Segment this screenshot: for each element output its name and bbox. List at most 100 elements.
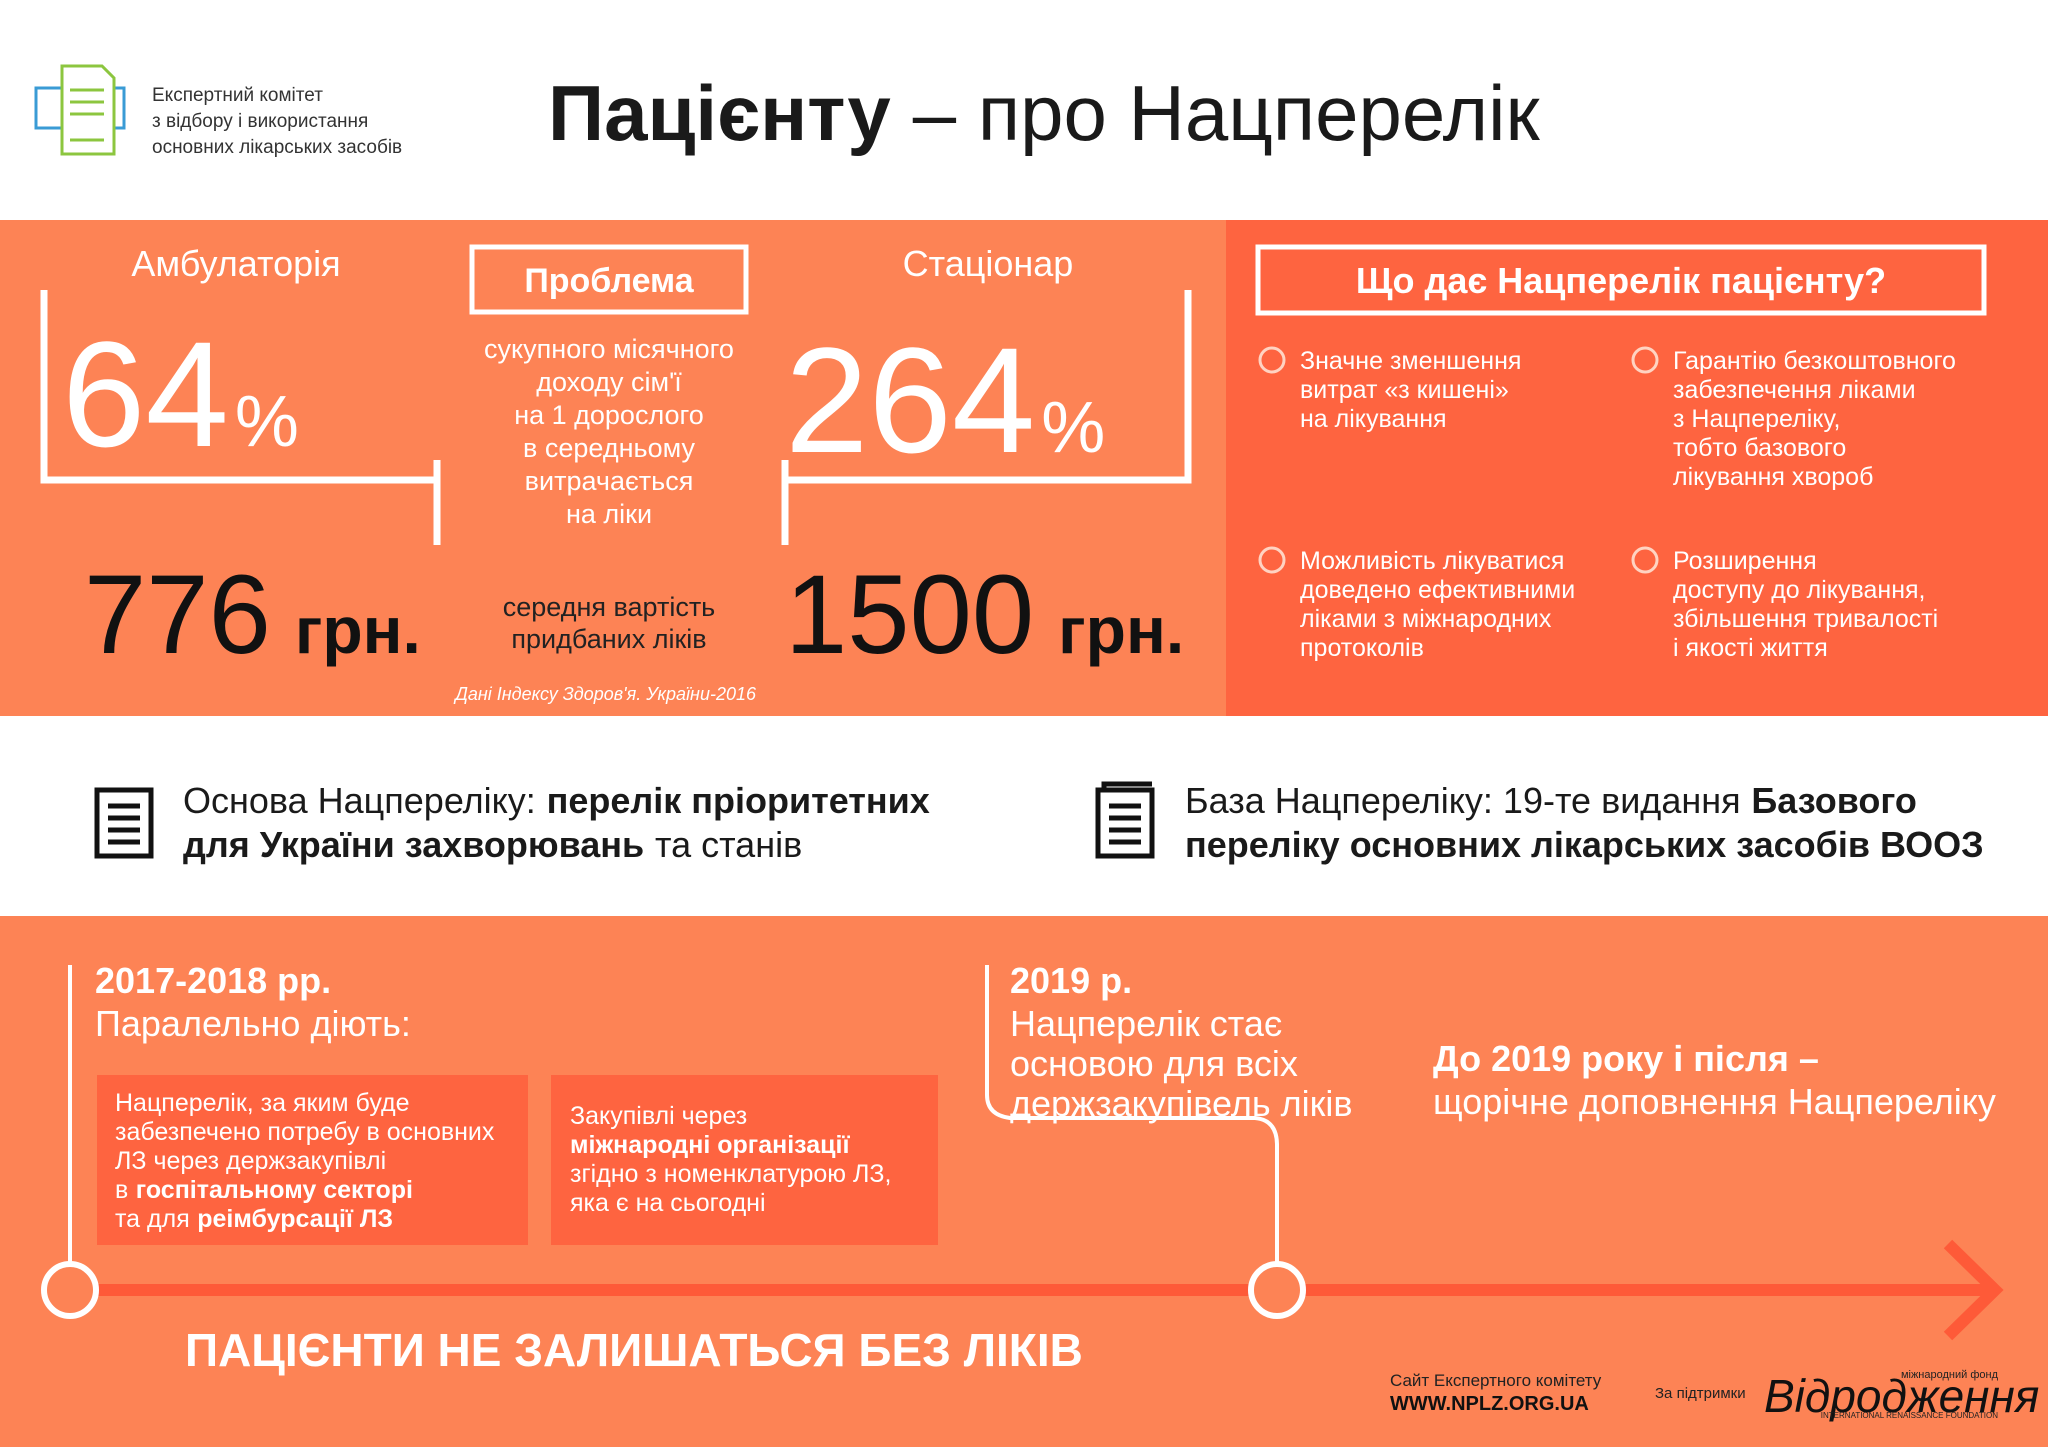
stationary-cost: 1500 грн.	[785, 552, 1184, 677]
cost-caption: придбаних ліків	[511, 624, 706, 654]
ambulatory-cost: 776 грн.	[84, 552, 421, 677]
percent: 264	[785, 316, 1035, 484]
text-line: переліку основних лікарських засобів ВОО…	[1185, 824, 1984, 865]
text-part: Базового	[1751, 780, 1916, 821]
text-line: яка є на сьогодні	[570, 1189, 766, 1217]
benefit-line: доведено ефективними	[1300, 576, 1575, 604]
committee-line: основних лікарських засобів	[152, 137, 402, 158]
benefit-line: з Нацпереліку,	[1673, 405, 1840, 433]
currency: грн.	[1058, 593, 1184, 667]
benefit-line: збільшення тривалості	[1673, 605, 1938, 633]
benefit-line: Значне зменшення	[1300, 347, 1521, 375]
problem-line: на ліки	[566, 499, 652, 529]
text-line: в госпітальному секторі	[115, 1176, 413, 1204]
benefits-bg	[1226, 220, 2048, 716]
benefit-line: Гарантію безкоштовного	[1673, 347, 1956, 375]
benefit-line: і якості життя	[1673, 634, 1828, 662]
text-part: та для	[115, 1205, 190, 1233]
book-icon	[1095, 781, 1155, 859]
period-box	[551, 1075, 938, 1245]
basis-texts: Основа Нацпереліку: перелік пріоритетнихд…	[183, 780, 1984, 865]
bullet	[1631, 546, 1659, 574]
currency: грн.	[295, 593, 421, 667]
committee-line: з відбору і використання	[152, 111, 368, 132]
benefit-line: тобто базового	[1673, 434, 1846, 462]
stationary-label: Стаціонар	[903, 243, 1074, 284]
period-line: Нацперелік стає	[1010, 1003, 1282, 1044]
support-label: За підтримки	[1655, 1385, 1746, 1402]
benefits-title: Що дає Нацперелік пацієнту?	[1356, 260, 1886, 301]
percent-sign: %	[1041, 388, 1105, 468]
period-line: основою для всіх	[1010, 1043, 1298, 1084]
text-part: База Нацпереліку: 19-те видання	[1185, 780, 1741, 821]
text-part: яка є на сьогодні	[570, 1189, 766, 1217]
percent: 64	[62, 310, 229, 478]
benefits-box	[1255, 244, 1987, 316]
problem-title: Проблема	[524, 262, 694, 300]
problem-line: в середньому	[523, 433, 695, 463]
text-part: забезпечено потребу в основних	[115, 1118, 495, 1146]
text-part: в	[115, 1176, 128, 1204]
text-line: міжнародні організації	[570, 1131, 850, 1159]
problem-line: доходу сім'ї	[536, 367, 682, 397]
source: Дані Індексу Здоров'я. України-2016	[453, 684, 757, 704]
text-part: госпітальному секторі	[136, 1176, 413, 1204]
stationary-percent: 264%	[785, 316, 1105, 484]
header-bg	[0, 0, 2048, 220]
period-line: держзакупівель ліків	[1010, 1083, 1353, 1124]
brackets	[40, 290, 1192, 545]
benefit-line: доступу до лікування,	[1673, 576, 1926, 604]
text-part: ЛЗ через держзакупівлі	[115, 1147, 386, 1175]
logo-top: міжнародний фонд	[1901, 1369, 1999, 1381]
text-line: ЛЗ через держзакупівлі	[115, 1147, 386, 1175]
benefit-line: Можливість лікуватися	[1300, 547, 1564, 575]
text-line: Основа Нацпереліку: перелік пріоритетних	[183, 780, 930, 821]
text-part: міжнародні організації	[570, 1131, 850, 1159]
bullet	[1258, 346, 1286, 374]
period-year: 2019 р.	[1010, 960, 1132, 1001]
page-title: Пацієнту – про Нацперелік	[548, 69, 1541, 157]
cost-caption: середня вартість	[503, 592, 716, 622]
text-line: згідно з номенклатурою ЛЗ,	[570, 1160, 891, 1188]
title-bold: Пацієнту	[548, 69, 891, 157]
text-part: згідно з номенклатурою ЛЗ,	[570, 1160, 891, 1188]
text-part: Закупівлі через	[570, 1102, 747, 1130]
text-part: Нацперелік, за яким буде	[115, 1089, 409, 1117]
text-part: для України захворювань	[183, 824, 644, 865]
benefit-line: Розширення	[1673, 547, 1817, 575]
period-box	[97, 1075, 528, 1245]
benefit-line: на лікування	[1300, 405, 1447, 433]
text-line: забезпечено потребу в основних	[115, 1118, 495, 1146]
text-part: перелік пріоритетних	[547, 780, 930, 821]
logo-icon	[34, 64, 126, 156]
title-rest: – про Нацперелік	[913, 69, 1541, 157]
ambulatory-label: Амбулаторія	[131, 243, 340, 284]
slogan: ПАЦІЄНТИ НЕ ЗАЛИШАТЬСЯ БЕЗ ЛІКІВ	[185, 1324, 1083, 1376]
site-link[interactable]: WWW.NPLZ.ORG.UA	[1390, 1393, 1589, 1415]
benefit-line: лікування хвороб	[1673, 463, 1873, 491]
committee-line: Експертний комітет	[152, 85, 323, 106]
text-part: та станів	[655, 824, 802, 865]
stats-bg	[0, 220, 1226, 716]
text-line: База Нацпереліку: 19-те видання Базового	[1185, 780, 1917, 821]
bullet	[1258, 546, 1286, 574]
bullet	[1631, 346, 1659, 374]
benefit-line: забезпечення ліками	[1673, 376, 1916, 404]
benefit-line: протоколів	[1300, 634, 1424, 662]
text-part: Основа Нацпереліку:	[183, 780, 536, 821]
ambulatory-percent: 64%	[62, 310, 299, 478]
problem-line: на 1 дорослого	[514, 400, 704, 430]
period-subtitle: Паралельно діють:	[95, 1003, 411, 1044]
benefit-line: ліками з міжнародних	[1300, 605, 1552, 633]
problem-line: витрачається	[525, 466, 694, 496]
text-part: переліку основних лікарських засобів ВОО…	[1185, 824, 1984, 865]
problem-line: сукупного місячного	[484, 334, 734, 364]
site-label: Сайт Експертного комітету	[1390, 1371, 1602, 1390]
cost: 1500	[785, 552, 1034, 677]
text-line: для України захворювань та станів	[183, 824, 802, 865]
